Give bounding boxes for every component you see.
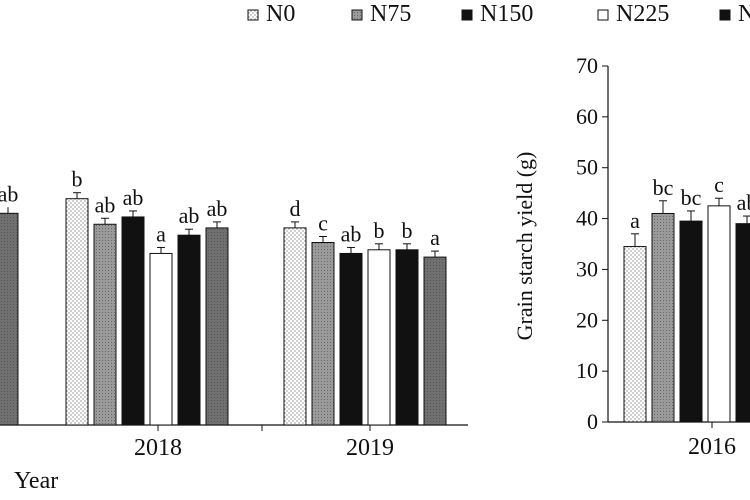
legend-swatch-0	[247, 9, 259, 21]
right-y-tick-label-6: 60	[576, 104, 598, 129]
legend-swatch-1	[351, 9, 363, 21]
right-bar-N0	[623, 246, 647, 423]
right-letter-N300: ab	[737, 190, 750, 215]
left-letter-2018-N375: ab	[207, 196, 228, 221]
legend-label-2: N150	[480, 1, 533, 27]
legend: N0 N75 N150 N225 N	[247, 1, 750, 27]
left-letter-2019-N0: d	[290, 196, 301, 221]
right-y-tick-label-1: 10	[576, 358, 598, 383]
left-bar-2018-N375	[205, 227, 229, 426]
right-y-tick-label-0: 0	[587, 409, 598, 434]
right-bar-N75	[651, 212, 675, 423]
right-letter-N225: c	[714, 172, 724, 197]
right-y-tick-label-4: 40	[576, 206, 598, 231]
left-letter-2018-N75: ab	[95, 192, 116, 217]
left-partial-bar	[0, 212, 19, 426]
left-bar-2019-N0	[283, 227, 307, 426]
left-x-tick-label-1: 2019	[346, 435, 394, 461]
left-letter-2018-N300: ab	[179, 203, 200, 228]
left-letter-2019-N375: a	[430, 225, 440, 250]
left-letter-2019-N225: b	[374, 218, 385, 243]
left-partial-letter: ab	[0, 181, 18, 206]
left-bar-2018-N225	[149, 252, 173, 426]
right-letter-N0: a	[630, 208, 640, 233]
right-y-axis-label: Grain starch yield (g)	[512, 152, 537, 341]
right-y-tick-label-5: 50	[576, 155, 598, 180]
right-letter-N150: bc	[681, 185, 702, 210]
legend-label-4: N	[738, 1, 750, 27]
left-letter-2018-N0: b	[72, 167, 83, 192]
left-bar-2018-N300	[177, 234, 201, 426]
legend-swatch-3	[597, 9, 609, 21]
left-bar-2018-N150	[121, 216, 145, 426]
right-letter-N75: bc	[653, 175, 674, 200]
legend-swatch-4	[719, 9, 731, 21]
right-bar-N300	[735, 223, 750, 423]
right-bar-N150	[679, 220, 703, 423]
left-bar-2018-N75	[93, 223, 117, 426]
left-bar-2019-N75	[311, 242, 335, 426]
left-bar-2018-N0	[65, 198, 89, 426]
right-y-tick-label-7: 70	[576, 53, 598, 78]
right-y-tick-label-3: 30	[576, 256, 598, 281]
legend-label-1: N75	[370, 1, 411, 27]
left-letter-2019-N300: b	[402, 218, 413, 243]
left-letter-2018-N150: ab	[123, 185, 144, 210]
right-bar-N225	[707, 205, 731, 423]
legend-label-0: N0	[266, 1, 295, 27]
right-x-tick-label-0: 2016	[688, 434, 736, 460]
left-letter-2019-N75: c	[318, 211, 328, 236]
legend-label-3: N225	[616, 1, 669, 27]
right-y-tick-label-2: 20	[576, 307, 598, 332]
left-x-tick-label-0: 2018	[134, 435, 182, 461]
left-bar-2019-N300	[395, 249, 419, 426]
left-letter-2018-N225: a	[156, 221, 166, 246]
left-bar-2019-N225	[367, 249, 391, 426]
left-x-axis-label: Year	[14, 468, 58, 494]
legend-swatch-2	[461, 9, 473, 21]
left-bar-2019-N375	[423, 256, 447, 426]
left-bar-2019-N150	[339, 252, 363, 426]
left-letter-2019-N150: ab	[341, 221, 362, 246]
